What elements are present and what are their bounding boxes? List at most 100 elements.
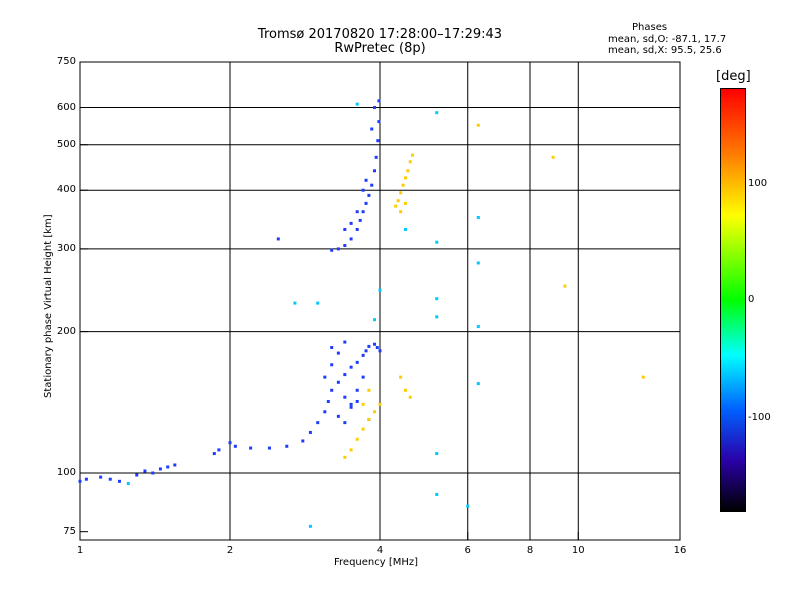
data-point	[476, 382, 480, 386]
data-point	[364, 349, 368, 353]
data-point	[361, 402, 365, 406]
data-point	[343, 455, 347, 459]
data-point	[349, 405, 353, 409]
y-tick-label: 500	[56, 138, 76, 150]
data-point	[349, 402, 353, 406]
data-points	[78, 99, 645, 528]
data-point	[370, 127, 374, 131]
data-point	[370, 183, 374, 187]
data-point	[173, 463, 177, 467]
data-point	[249, 446, 253, 450]
x-tick-label: 16	[673, 545, 687, 556]
data-point	[408, 160, 412, 164]
x-tick-label: 8	[526, 545, 534, 556]
data-point	[349, 448, 353, 452]
data-point	[343, 227, 347, 231]
x-tick-label: 6	[464, 545, 471, 556]
data-point	[108, 477, 112, 481]
data-point	[399, 210, 403, 214]
data-point	[377, 120, 381, 124]
data-point	[355, 227, 359, 231]
colorbar-tick-minus-100: -100	[748, 412, 771, 423]
data-point	[323, 410, 327, 414]
data-point	[403, 388, 407, 392]
y-tick-label: 75	[63, 525, 76, 537]
y-tick-label: 750	[56, 56, 76, 67]
data-point	[378, 288, 382, 292]
data-point	[355, 388, 359, 392]
data-point	[151, 471, 155, 475]
phase-stats-heading: Phases	[632, 22, 668, 33]
data-point	[343, 373, 347, 377]
data-point	[373, 106, 377, 110]
data-point	[435, 315, 439, 319]
data-point	[435, 297, 439, 301]
data-point	[361, 210, 365, 214]
data-point	[399, 191, 403, 195]
data-point	[228, 441, 232, 445]
data-point	[323, 375, 327, 379]
data-point	[78, 479, 82, 483]
data-point	[267, 446, 271, 450]
data-point	[563, 284, 567, 288]
data-point	[355, 399, 359, 403]
data-point	[435, 492, 439, 496]
data-point	[326, 399, 330, 403]
data-point	[355, 210, 359, 214]
data-point	[367, 344, 371, 348]
data-point	[301, 439, 305, 443]
chart-title-line-2: RwPretec (8p)	[334, 41, 426, 56]
x-tick-label: 1	[76, 545, 84, 556]
data-point	[343, 421, 347, 425]
x-axis-label: Frequency [MHz]	[334, 557, 419, 568]
data-point	[293, 301, 297, 305]
phase-stats-x-mode: mean, sd,X: 95.5, 25.6	[608, 45, 722, 56]
data-point	[403, 176, 407, 180]
data-point	[330, 388, 334, 392]
data-point	[358, 218, 362, 222]
colorbar-scale	[720, 88, 746, 512]
data-point	[376, 139, 380, 143]
x-tick-label: 4	[376, 545, 384, 556]
data-point	[373, 410, 377, 414]
data-point	[285, 444, 289, 448]
colorbar-tick-0: 0	[748, 294, 755, 305]
data-point	[373, 169, 377, 173]
data-point	[330, 346, 334, 350]
data-point	[316, 421, 320, 425]
data-point	[373, 342, 377, 346]
data-point	[336, 351, 340, 355]
data-point	[377, 99, 381, 103]
data-point	[135, 473, 139, 477]
data-point	[308, 524, 312, 528]
data-point	[217, 448, 221, 452]
axis-tick-marks	[79, 61, 681, 540]
data-point	[166, 465, 170, 469]
data-point	[349, 221, 353, 225]
data-point	[349, 237, 353, 241]
data-point	[399, 375, 403, 379]
colorbar-tick-100: 100	[748, 178, 768, 189]
y-tick-label: 300	[56, 242, 76, 254]
data-point	[343, 340, 347, 344]
data-point	[411, 153, 415, 157]
data-point	[378, 402, 382, 406]
data-point	[349, 365, 353, 369]
data-point	[158, 467, 162, 471]
data-point	[126, 481, 130, 485]
data-point	[276, 237, 280, 241]
data-point	[364, 178, 368, 182]
data-point	[374, 155, 378, 159]
data-point	[367, 388, 371, 392]
data-point	[378, 349, 382, 353]
data-point	[367, 417, 371, 421]
data-point	[361, 375, 365, 379]
data-point	[361, 353, 365, 357]
data-point	[343, 395, 347, 399]
data-point	[355, 102, 359, 106]
data-point	[212, 452, 216, 456]
data-point	[336, 380, 340, 384]
data-point	[361, 427, 365, 431]
y-tick-label: 200	[56, 325, 76, 337]
data-point	[394, 204, 398, 208]
